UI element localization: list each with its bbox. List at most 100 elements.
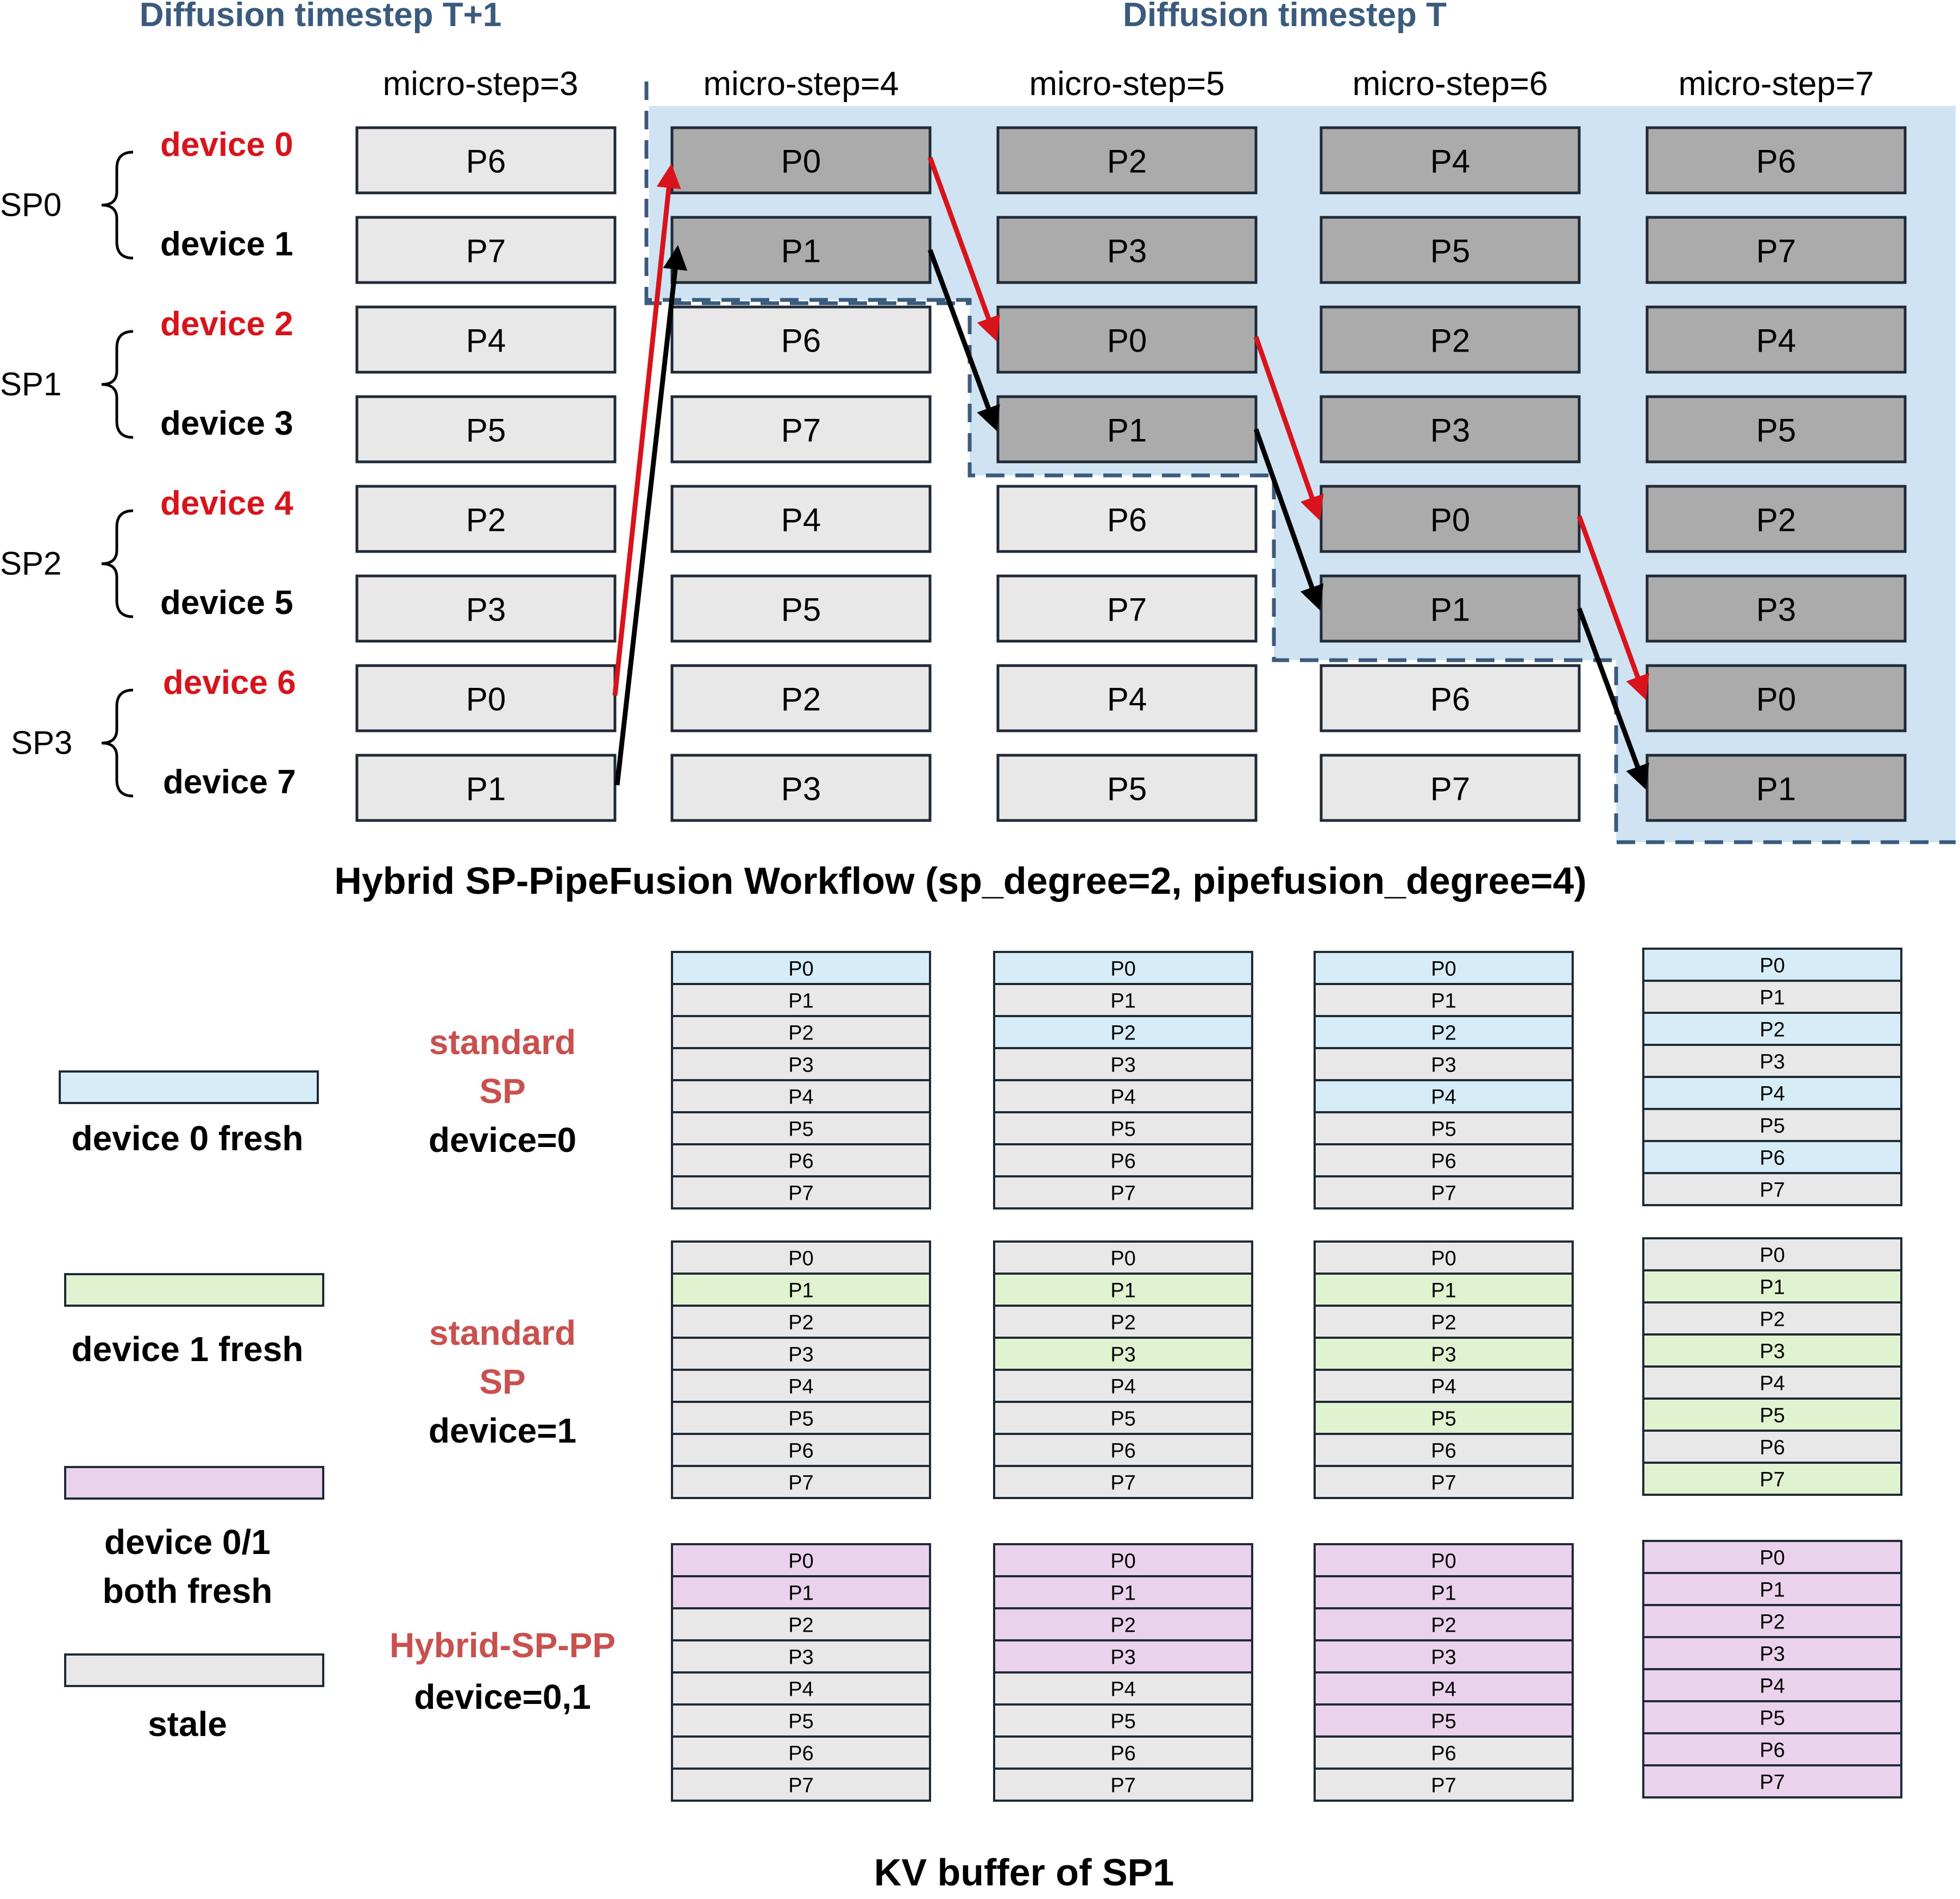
- kv-buffer-cell: [1314, 1143, 1574, 1177]
- patch-box: P3: [355, 574, 617, 643]
- kv-buffer-cell: [1314, 1607, 1574, 1641]
- kv-buffer-cell: [671, 1433, 931, 1467]
- micro-step-header: micro-step=4: [703, 65, 899, 103]
- patch-box-rect: [670, 485, 932, 553]
- patch-box: P6: [355, 126, 617, 195]
- patch-box: P5: [996, 754, 1258, 822]
- kv-buffer-cell: [993, 1703, 1253, 1738]
- legend-label: device 1 fresh: [72, 1330, 304, 1369]
- kv-buffer-cell-label: P7: [1110, 1472, 1135, 1495]
- patch-box-label: P5: [781, 592, 821, 628]
- kv-buffer-cell-label: P6: [1760, 1147, 1785, 1170]
- kv-row-label: device=1: [429, 1411, 576, 1450]
- black-transfer-arrow: [1253, 428, 1324, 611]
- kv-buffer-cell-label: P7: [788, 1472, 813, 1495]
- kv-buffer-cell-label: P0: [1431, 1248, 1456, 1270]
- kv-buffer-cell: [993, 1671, 1253, 1706]
- kv-buffer-cell-label: P0: [788, 1248, 813, 1270]
- kv-buffer-cell: [671, 1273, 931, 1307]
- kv-buffer-cell-label: P0: [1760, 1244, 1785, 1267]
- kv-buffer-cell: [1642, 1397, 1902, 1432]
- kv-buffer-cell-label: P1: [1760, 987, 1785, 1010]
- kv-buffer-cell-label: P7: [1431, 1472, 1456, 1495]
- patch-box: P5: [1320, 216, 1581, 284]
- kv-buffer-cell: [671, 1639, 931, 1674]
- kv-buffer-cell: [671, 1735, 931, 1770]
- kv-buffer-cell-label: P4: [788, 1678, 813, 1701]
- kv-buffer-cell-label: P2: [788, 1022, 813, 1045]
- patch-box: P1: [996, 395, 1258, 463]
- kv-buffer-cell-label: P4: [788, 1376, 813, 1399]
- kv-buffer-cell-label: P7: [1110, 1775, 1135, 1797]
- kv-buffer-stack: P0 P1 P2 P3 P4 P5 P6 P7: [671, 951, 931, 1209]
- legend-label: device 0 fresh: [72, 1119, 304, 1158]
- kv-buffer-cell-label: P3: [1760, 1340, 1785, 1363]
- device-label: device 7: [163, 763, 296, 801]
- kv-buffer-stack: P0 P1 P2 P3 P4 P5 P6 P7: [1314, 1240, 1574, 1499]
- kv-buffer-stack: P0 P1 P2 P3 P4 P5 P6 P7: [1314, 951, 1574, 1209]
- kv-buffer-cell-label: P4: [1760, 1372, 1785, 1395]
- timestep-header-t: Diffusion timestep T: [1123, 0, 1447, 34]
- kv-buffer-cell: [1642, 1365, 1902, 1400]
- legend-swatch: [64, 1273, 324, 1307]
- patch-box-rect: [355, 574, 617, 643]
- kv-buffer-cell: [671, 1047, 931, 1081]
- patch-box-rect: [1320, 126, 1581, 195]
- kv-buffer-cell-label: P1: [1431, 1280, 1456, 1302]
- kv-buffer-cell-label: P0: [1760, 955, 1785, 977]
- kv-buffer-cell: [993, 951, 1253, 985]
- kv-buffer-cell-label: P5: [1431, 1118, 1456, 1141]
- kv-buffer-cell: [993, 1369, 1253, 1403]
- kv-buffer-cell: [671, 1305, 931, 1339]
- patch-box-rect: [355, 126, 617, 195]
- patch-box: P4: [355, 305, 617, 374]
- sp-group-brace: [101, 509, 134, 618]
- patch-box: P4: [1320, 126, 1581, 195]
- patch-box-rect: [355, 485, 617, 553]
- patch-box-label: P1: [1107, 412, 1147, 449]
- kv-buffer-cell-label: P3: [788, 1054, 813, 1077]
- kv-buffer-cell: [993, 1735, 1253, 1770]
- patch-box-rect: [1320, 574, 1581, 643]
- kv-buffer-cell-label: P0: [1760, 1547, 1785, 1570]
- kv-buffer-cell-label: P6: [1110, 1150, 1135, 1173]
- workflow-caption: Hybrid SP-PipeFusion Workflow (sp_degree…: [334, 860, 1586, 902]
- kv-buffer-stack: P0 P1 P2 P3 P4 P5 P6 P7: [1642, 1237, 1902, 1496]
- kv-buffer-cell-label: P7: [1760, 1771, 1785, 1794]
- patch-box: P4: [670, 485, 932, 553]
- kv-buffer-cell: [993, 1079, 1253, 1113]
- patch-box: P0: [996, 305, 1258, 374]
- kv-buffer-cell-label: P5: [1760, 1405, 1785, 1427]
- kv-buffer-cell-label: P6: [1110, 1743, 1135, 1765]
- kv-buffer-cell: [671, 1369, 931, 1403]
- kv-buffer-cell-label: P4: [1110, 1678, 1135, 1701]
- patch-box-label: P0: [1107, 323, 1147, 359]
- device-label: device 0: [160, 126, 293, 164]
- kv-buffer-cell: [993, 983, 1253, 1017]
- patch-box-rect: [996, 574, 1258, 643]
- kv-buffer-cell-label: P3: [1760, 1643, 1785, 1666]
- kv-buffer-cell-label: P7: [788, 1182, 813, 1205]
- patch-box-label: P4: [1756, 323, 1796, 359]
- patch-box-label: P3: [1107, 233, 1147, 270]
- kv-buffer-cell-label: P0: [1110, 1550, 1135, 1573]
- patch-box: P0: [355, 664, 617, 732]
- patch-box-rect: [1320, 664, 1581, 732]
- kv-row-label: SP: [479, 1071, 525, 1111]
- patch-box: P3: [1645, 574, 1907, 643]
- kv-row-label: device=0,1: [414, 1677, 591, 1716]
- kv-buffer-cell-label: P4: [788, 1086, 813, 1109]
- kv-buffer-stack: P0 P1 P2 P3 P4 P5 P6 P7: [1314, 1543, 1574, 1802]
- kv-buffer-cell: [671, 1703, 931, 1738]
- kv-buffer-cell: [1314, 1433, 1574, 1467]
- kv-buffer-cell: [671, 951, 931, 985]
- kv-buffer-cell: [1314, 1465, 1574, 1499]
- kv-buffer-cell: [993, 1015, 1253, 1049]
- patch-box-label: P5: [1107, 771, 1147, 807]
- kv-buffer-cell-label: P3: [1110, 1054, 1135, 1077]
- kv-buffer-cell: [1642, 1572, 1902, 1606]
- kv-buffer-cell: [993, 1305, 1253, 1339]
- kv-buffer-stack: P0 P1 P2 P3 P4 P5 P6 P7: [1642, 1540, 1902, 1798]
- kv-buffer-cell: [993, 1543, 1253, 1577]
- kv-buffer-cell: [1314, 1639, 1574, 1674]
